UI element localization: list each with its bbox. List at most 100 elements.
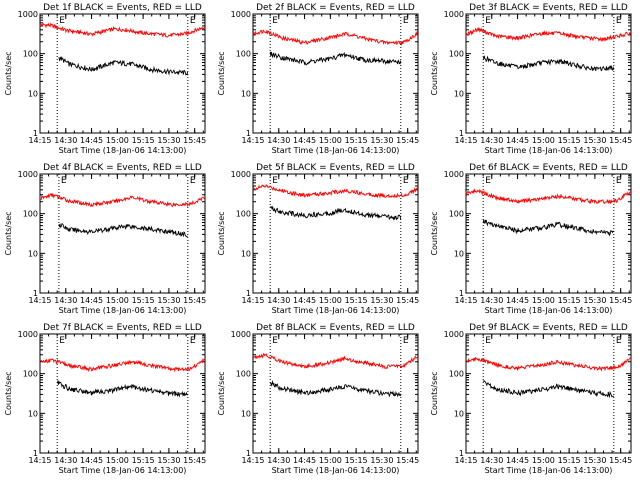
y-tick-label: 10 [454, 249, 464, 258]
y-tick-label: 10 [454, 89, 464, 98]
y-tick-label: 1000 [18, 330, 38, 339]
y-tick-label: 100 [23, 210, 38, 219]
x-tick-label: 15:30 [583, 456, 606, 465]
x-tick-label: 15:45 [396, 296, 419, 305]
lld-rate-line [39, 22, 205, 38]
x-tick-label: 14:30 [54, 136, 77, 145]
x-tick-label: 14:30 [267, 136, 290, 145]
plot-frame [252, 173, 419, 294]
x-tick-label: 15:45 [396, 136, 419, 145]
x-tick-label: 15:30 [370, 456, 393, 465]
events-rate-line [482, 380, 615, 399]
x-axis-label: Start Time (18-Jan-06 14:13:00) [272, 146, 400, 155]
event-marker-label: E [190, 16, 196, 26]
x-axis-label: Start Time (18-Jan-06 14:13:00) [59, 146, 187, 155]
x-tick-label: 14:15 [28, 296, 51, 305]
event-marker-label: E [403, 176, 409, 186]
panel-title: Det 8f BLACK = Events, RED = LLD [256, 323, 415, 333]
x-tick-label: 14:30 [480, 456, 503, 465]
det-panel-2: Det 2f BLACK = Events, RED = LLD 1 10 100 10… [217, 3, 419, 155]
x-tick-label: 15:30 [370, 136, 393, 145]
y-tick-label: 100 [449, 210, 464, 219]
y-tick-label: 10 [28, 249, 38, 258]
plot-frame [465, 333, 632, 454]
x-tick-label: 14:45 [293, 456, 316, 465]
x-tick-label: 14:15 [454, 456, 477, 465]
det-panel-5: Det 5f BLACK = Events, RED = LLD 1 10 100 10… [217, 163, 419, 315]
y-axis-label: Counts/sec [4, 211, 13, 255]
event-marker-label: E [272, 336, 278, 346]
x-tick-label: 15:30 [583, 136, 606, 145]
x-tick-label: 15:00 [106, 296, 129, 305]
event-marker-label: E [485, 336, 491, 346]
lld-rate-line [465, 26, 632, 42]
lld-rate-line [465, 188, 632, 205]
event-marker-label: E [190, 176, 196, 186]
y-tick-label: 100 [23, 50, 38, 59]
plot-frame [39, 173, 206, 294]
x-tick-label: 15:30 [157, 136, 180, 145]
panel-title: Det 2f BLACK = Events, RED = LLD [256, 3, 415, 13]
x-tick-label: 15:00 [106, 136, 129, 145]
y-tick-label: 10 [454, 409, 464, 418]
event-marker-label: E [272, 16, 278, 26]
plot-frame [39, 333, 206, 454]
x-tick-label: 14:45 [80, 296, 103, 305]
y-axis-label: Counts/sec [217, 371, 226, 415]
x-axis-label: Start Time (18-Jan-06 14:13:00) [272, 306, 400, 315]
x-tick-label: 15:00 [532, 456, 555, 465]
x-tick-label: 15:15 [132, 456, 155, 465]
y-axis-label: Counts/sec [217, 211, 226, 255]
event-marker-label: E [485, 16, 491, 26]
y-tick-label: 1 [246, 289, 251, 298]
x-tick-label: 15:15 [345, 136, 368, 145]
x-tick-label: 15:00 [319, 136, 342, 145]
y-tick-label: 10 [241, 249, 251, 258]
y-axis-label: Counts/sec [4, 371, 13, 415]
x-tick-label: 15:45 [183, 456, 206, 465]
x-tick-label: 14:30 [54, 456, 77, 465]
event-marker-label: E [403, 16, 409, 26]
y-tick-label: 1 [246, 449, 251, 458]
x-tick-label: 15:15 [345, 456, 368, 465]
y-tick-label: 100 [449, 370, 464, 379]
y-tick-label: 1 [33, 129, 38, 138]
det-panel-1: Det 1f BLACK = Events, RED = LLD 1 10 100 10… [4, 3, 206, 155]
y-tick-label: 1 [459, 289, 464, 298]
y-tick-label: 1000 [231, 170, 251, 179]
y-tick-label: 100 [449, 50, 464, 59]
x-tick-label: 14:45 [506, 296, 529, 305]
events-rate-line [58, 55, 189, 76]
events-rate-line [58, 223, 188, 238]
y-tick-label: 100 [23, 370, 38, 379]
y-tick-label: 1000 [231, 330, 251, 339]
x-tick-label: 15:45 [396, 456, 419, 465]
det-panel-8: Det 8f BLACK = Events, RED = LLD 1 10 100 10… [217, 323, 419, 475]
lld-rate-line [252, 352, 419, 370]
x-tick-label: 14:30 [267, 296, 290, 305]
events-rate-line [57, 380, 188, 398]
event-marker-label: E [61, 176, 67, 186]
y-tick-label: 1 [459, 449, 464, 458]
det-panel-3: Det 3f BLACK = Events, RED = LLD 1 10 100 10… [430, 3, 632, 155]
y-tick-label: 10 [241, 409, 251, 418]
x-tick-label: 14:30 [480, 296, 503, 305]
x-tick-label: 14:15 [454, 136, 477, 145]
x-tick-label: 15:45 [183, 136, 206, 145]
x-tick-label: 14:45 [80, 456, 103, 465]
y-tick-label: 1000 [18, 170, 38, 179]
y-tick-label: 1 [33, 449, 38, 458]
y-tick-label: 10 [28, 409, 38, 418]
lld-rate-line [252, 184, 419, 199]
x-tick-label: 15:45 [609, 456, 632, 465]
x-tick-label: 15:00 [319, 296, 342, 305]
x-tick-label: 15:00 [532, 136, 555, 145]
y-tick-label: 10 [241, 89, 251, 98]
x-tick-label: 15:00 [319, 456, 342, 465]
event-marker-label: E [485, 176, 491, 186]
x-tick-label: 14:45 [506, 136, 529, 145]
event-marker-label: E [616, 16, 622, 26]
plot-frame [465, 13, 632, 134]
panel-title: Det 9f BLACK = Events, RED = LLD [469, 323, 628, 333]
